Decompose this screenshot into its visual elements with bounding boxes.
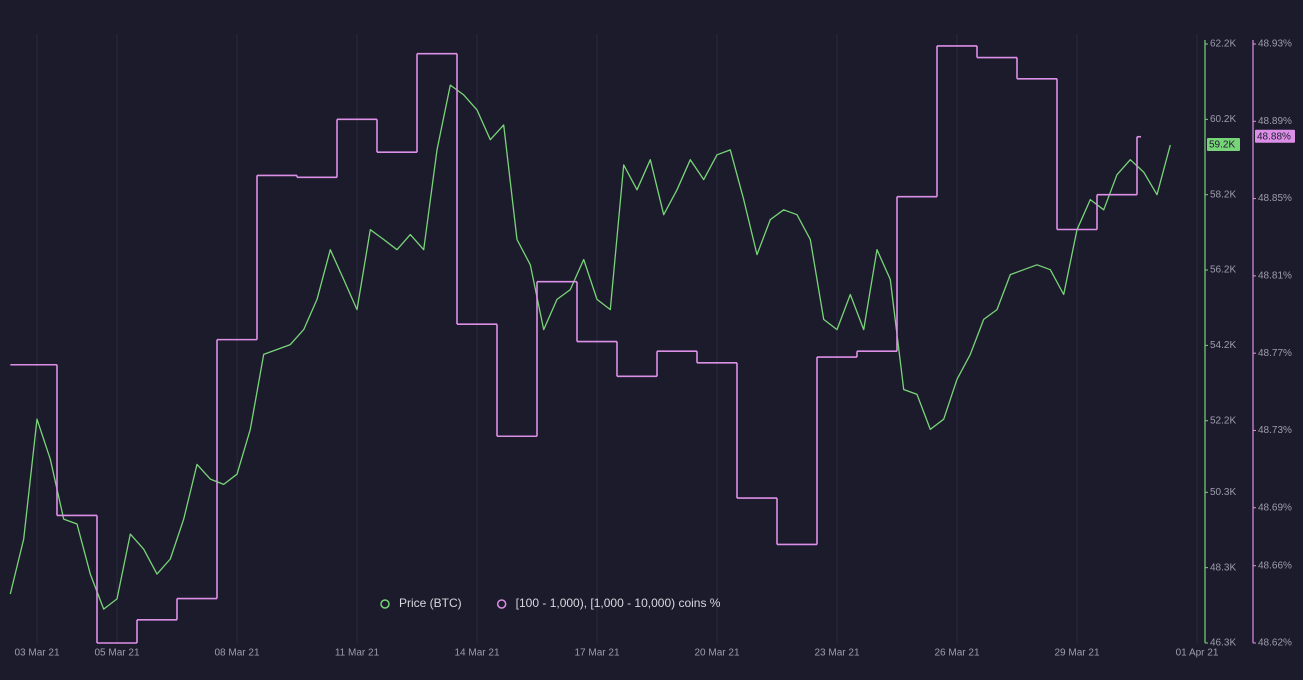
x-tick-label: 20 Mar 21 (694, 648, 739, 659)
y2-tick-label: 48.62% (1258, 638, 1292, 649)
current-value-label: 48.88% (1257, 131, 1291, 142)
legend-marker (496, 599, 507, 609)
current-value-label: 59.2K (1209, 140, 1235, 151)
y2-tick-label: 48.73% (1258, 425, 1292, 436)
y2-tick-label: 48.81% (1258, 271, 1292, 282)
x-tick-label: 29 Mar 21 (1054, 648, 1099, 659)
x-tick-label: 11 Mar 21 (335, 648, 380, 659)
y-tick-label: 48.3K (1210, 562, 1236, 573)
current-value-badge (1207, 137, 1240, 151)
x-tick-label: 23 Mar 21 (814, 648, 859, 659)
y-tick-label: 54.2K (1210, 340, 1236, 351)
x-tick-label: 26 Mar 21 (934, 648, 979, 659)
y2-tick-label: 48.69% (1258, 502, 1292, 513)
y-tick-label: 52.2K (1210, 415, 1236, 426)
x-tick-label: 03 Mar 21 (14, 648, 59, 659)
current-value-badge (1255, 129, 1295, 143)
legend-label: [100 - 1,000), [1,000 - 10,000) coins % (516, 596, 721, 610)
x-tick-label: 14 Mar 21 (454, 648, 499, 659)
legend-marker (380, 599, 390, 609)
y2-tick-label: 48.77% (1258, 348, 1292, 359)
y-tick-label: 62.2K (1210, 39, 1236, 50)
x-tick-label: 05 Mar 21 (94, 648, 139, 659)
y-tick-label: 50.3K (1210, 487, 1236, 498)
y2-tick-label: 48.93% (1258, 39, 1292, 50)
y2-tick-label: 48.89% (1258, 116, 1292, 127)
price-line (9, 84, 1171, 610)
x-tick-label: 01 Apr 21 (1176, 648, 1219, 659)
y-tick-label: 56.2K (1210, 265, 1236, 276)
y-tick-label: 60.2K (1210, 114, 1236, 125)
y2-tick-label: 48.85% (1258, 193, 1292, 204)
x-tick-label: 08 Mar 21 (214, 648, 259, 659)
y-tick-label: 46.3K (1210, 638, 1236, 649)
legend-label: Price (BTC) (399, 596, 462, 610)
y2-tick-label: 48.66% (1258, 560, 1292, 571)
y-tick-label: 58.2K (1210, 189, 1236, 200)
x-tick-label: 17 Mar 21 (574, 648, 619, 659)
